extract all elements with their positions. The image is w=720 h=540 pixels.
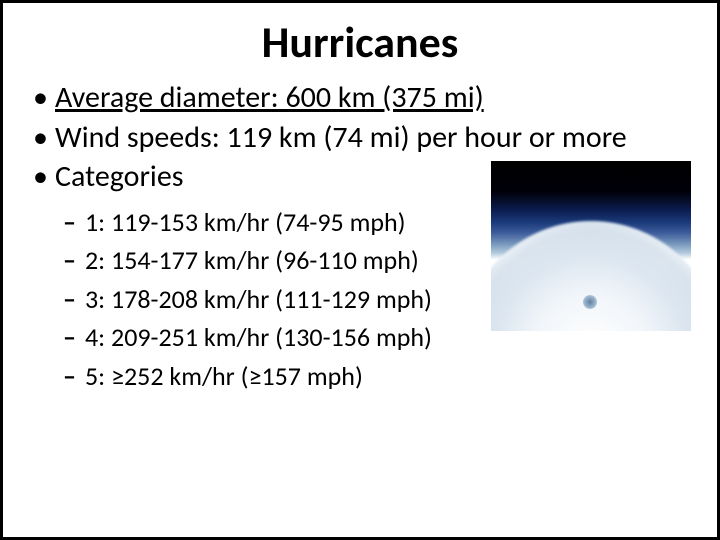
bullet-diameter-text: Average diameter: 600 km (375 mi) xyxy=(55,79,484,116)
slide-frame: Hurricanes Average diameter: 600 km (375… xyxy=(0,0,720,540)
bullet-categories-text: Categories xyxy=(55,158,183,195)
page-title: Hurricanes xyxy=(27,15,693,69)
bullet-windspeed: Wind speeds: 119 km (74 mi) per hour or … xyxy=(27,119,693,157)
hurricane-eye xyxy=(583,295,597,309)
hurricane-swirl xyxy=(491,221,691,331)
category-5: 5: ≥252 km/hr (≥157 mph) xyxy=(61,360,693,393)
bullet-windspeed-text: Wind speeds: 119 km (74 mi) per hour or … xyxy=(55,119,627,156)
hurricane-image xyxy=(491,161,691,331)
bullet-diameter: Average diameter: 600 km (375 mi) xyxy=(27,79,693,117)
